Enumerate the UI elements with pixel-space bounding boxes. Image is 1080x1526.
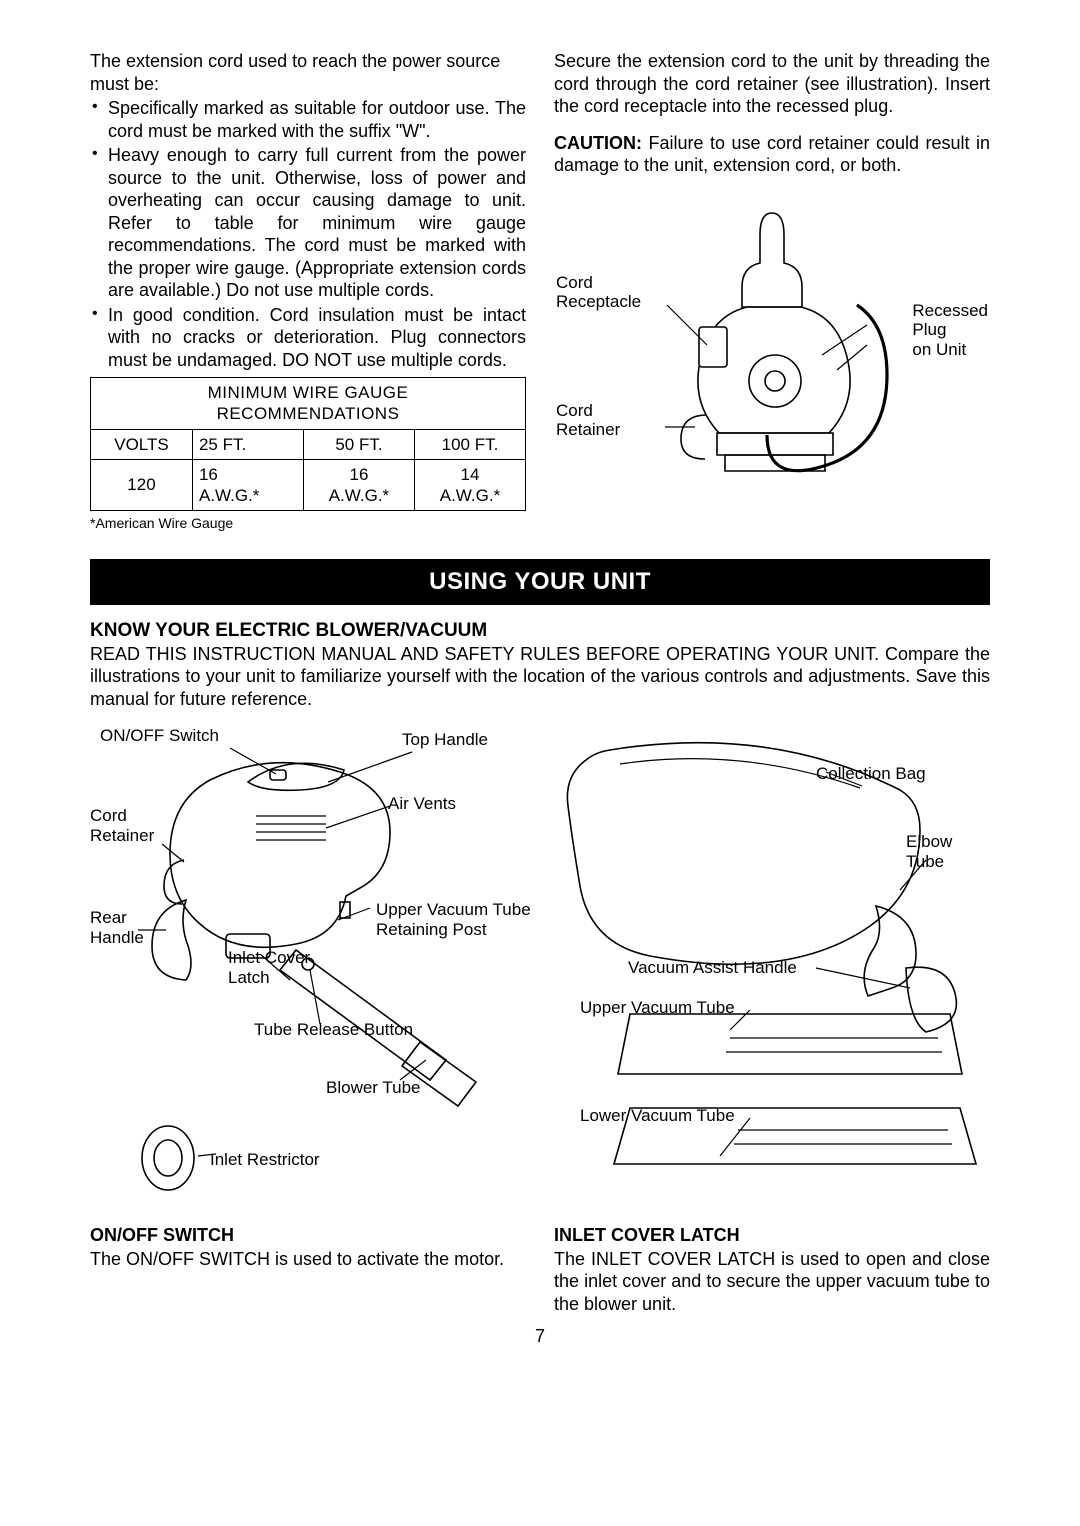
cord-requirements-list: Specifically marked as suitable for outd… bbox=[90, 97, 526, 371]
onoff-head: ON/OFF SWITCH bbox=[90, 1224, 526, 1247]
th-100ft: 100 FT. bbox=[414, 429, 525, 459]
cord-retainer-diagram: Cord Receptacle Cord Retainer Recessed P… bbox=[554, 195, 990, 515]
bullet-1: Specifically marked as suitable for outd… bbox=[90, 97, 526, 142]
know-text: READ THIS INSTRUCTION MANUAL AND SAFETY … bbox=[90, 643, 990, 711]
know-your-unit: KNOW YOUR ELECTRIC BLOWER/VACUUM READ TH… bbox=[90, 619, 990, 710]
label-lower-vac-tube: Lower Vacuum Tube bbox=[580, 1106, 735, 1126]
label-cord-retainer2: Cord Retainer bbox=[90, 806, 154, 845]
inlet-text: The INLET COVER LATCH is used to open an… bbox=[554, 1248, 990, 1316]
right-column: Secure the extension cord to the unit by… bbox=[554, 50, 990, 533]
bullet-3: In good condition. Cord insulation must … bbox=[90, 304, 526, 372]
cord-intro: The extension cord used to reach the pow… bbox=[90, 50, 526, 95]
th-50ft: 50 FT. bbox=[303, 429, 414, 459]
caution-label: CAUTION: bbox=[554, 133, 642, 153]
td-volts: 120 bbox=[91, 459, 193, 511]
label-elbow-tube: Elbow Tube bbox=[906, 832, 952, 871]
parts-diagram-svg bbox=[90, 720, 990, 1210]
top-section: The extension cord used to reach the pow… bbox=[90, 50, 990, 533]
table-title-line1: MINIMUM WIRE GAUGE bbox=[208, 383, 409, 402]
th-volts: VOLTS bbox=[91, 429, 193, 459]
wire-gauge-table: MINIMUM WIRE GAUGE RECOMMENDATIONS VOLTS… bbox=[90, 377, 526, 511]
label-cord-retainer: Cord Retainer bbox=[556, 401, 620, 440]
know-heading: KNOW YOUR ELECTRIC BLOWER/VACUUM bbox=[90, 619, 990, 643]
parts-diagram: ON/OFF Switch Top Handle Cord Retainer A… bbox=[90, 720, 990, 1210]
page-number: 7 bbox=[90, 1325, 990, 1348]
td-100ft: 14 A.W.G.* bbox=[414, 459, 525, 511]
table-title-line2: RECOMMENDATIONS bbox=[217, 404, 400, 423]
inlet-head: INLET COVER LATCH bbox=[554, 1224, 990, 1247]
left-column: The extension cord used to reach the pow… bbox=[90, 50, 526, 533]
using-your-unit-banner: USING YOUR UNIT bbox=[90, 559, 990, 605]
label-upper-vac-tube: Upper Vacuum Tube bbox=[580, 998, 735, 1018]
secure-cord-para: Secure the extension cord to the unit by… bbox=[554, 50, 990, 118]
label-top-handle: Top Handle bbox=[402, 730, 488, 750]
label-recessed-plug: Recessed Plug on Unit bbox=[912, 301, 988, 360]
label-upper-vac-retaining: Upper Vacuum Tube Retaining Post bbox=[376, 900, 531, 939]
desc-right: INLET COVER LATCH The INLET COVER LATCH … bbox=[554, 1224, 990, 1315]
caution-para: CAUTION: Failure to use cord retainer co… bbox=[554, 132, 990, 177]
table-title: MINIMUM WIRE GAUGE RECOMMENDATIONS bbox=[91, 378, 526, 430]
label-cord-receptacle: Cord Receptacle bbox=[556, 273, 641, 312]
descriptions: ON/OFF SWITCH The ON/OFF SWITCH is used … bbox=[90, 1224, 990, 1315]
label-inlet-restrictor: Inlet Restrictor bbox=[210, 1150, 320, 1170]
label-vacuum-assist: Vacuum Assist Handle bbox=[628, 958, 797, 978]
onoff-text: The ON/OFF SWITCH is used to activate th… bbox=[90, 1248, 526, 1271]
label-rear-handle: Rear Handle bbox=[90, 908, 144, 947]
label-air-vents: Air Vents bbox=[388, 794, 456, 814]
td-50ft: 16 A.W.G.* bbox=[303, 459, 414, 511]
label-inlet-cover-latch: Inlet Cover Latch bbox=[228, 948, 310, 987]
label-tube-release: Tube Release Button bbox=[254, 1020, 413, 1040]
desc-left: ON/OFF SWITCH The ON/OFF SWITCH is used … bbox=[90, 1224, 526, 1315]
td-25ft: 16 A.W.G.* bbox=[192, 459, 303, 511]
label-onoff-switch: ON/OFF Switch bbox=[100, 726, 219, 746]
bullet-2: Heavy enough to carry full current from … bbox=[90, 144, 526, 302]
label-blower-tube: Blower Tube bbox=[326, 1078, 421, 1098]
label-collection-bag: Collection Bag bbox=[816, 764, 926, 784]
table-footnote: *American Wire Gauge bbox=[90, 515, 526, 533]
th-25ft: 25 FT. bbox=[192, 429, 303, 459]
